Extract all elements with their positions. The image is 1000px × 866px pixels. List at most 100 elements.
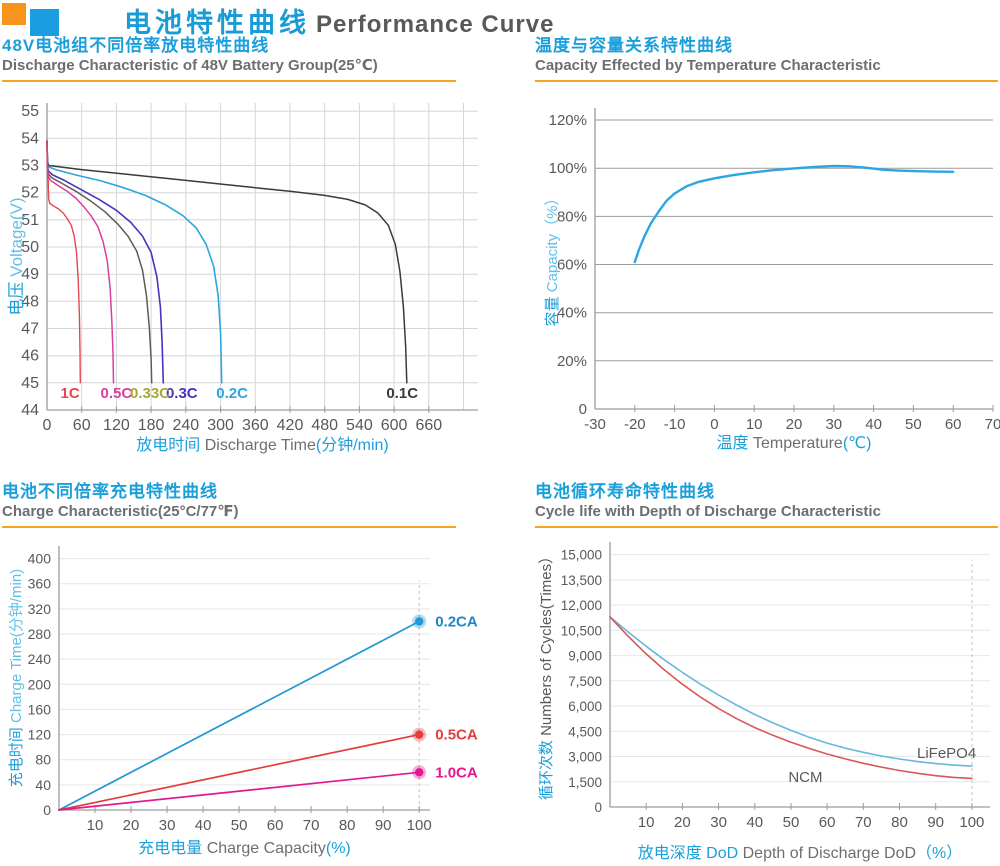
svg-text:54: 54 [21,130,39,147]
section-title-charge: 电池不同倍率充电特性曲线 Charge Characteristic(25°C/… [2,482,456,528]
page-header: 电池特性曲线 Performance Curve [0,0,1000,44]
svg-text:49: 49 [21,266,39,283]
svg-text:3,000: 3,000 [568,750,602,765]
svg-text:90: 90 [927,814,944,831]
svg-text:240: 240 [172,417,199,434]
svg-text:4,500: 4,500 [568,724,602,739]
svg-text:30: 30 [710,814,727,831]
section-title-zh: 48V电池组不同倍率放电特性曲线 [2,36,270,55]
svg-text:60: 60 [819,814,836,831]
svg-text:0: 0 [43,802,51,818]
svg-text:20: 20 [123,817,140,834]
page-title: 电池特性曲线 Performance Curve [124,1,554,40]
svg-text:0: 0 [579,401,587,418]
svg-text:50: 50 [783,814,800,831]
svg-text:0.1C: 0.1C [386,385,418,402]
svg-text:0: 0 [710,416,718,433]
page-title-zh: 电池特性曲线 [124,8,310,38]
svg-text:200: 200 [28,676,52,692]
svg-text:容量 Capacity（%）: 容量 Capacity（%） [544,191,561,327]
svg-text:30: 30 [825,416,842,433]
svg-text:40: 40 [195,817,212,834]
svg-text:60: 60 [73,417,91,434]
svg-text:13,500: 13,500 [561,573,602,588]
svg-text:46: 46 [21,348,39,365]
svg-text:80%: 80% [557,208,587,225]
svg-text:10: 10 [638,814,655,831]
svg-text:放电深度 DoD Depth of Discharge Do: 放电深度 DoD Depth of Discharge DoD（%） [638,844,963,862]
svg-text:60: 60 [945,416,962,433]
section-title-en: Discharge Characteristic of 48V Battery … [2,57,378,74]
svg-text:320: 320 [28,601,52,617]
temperature-capacity-chart: -30 -20 -10 0 10 20 30 40 50 60 70 0 20% 40% 60% 80% 100… [544,108,1000,452]
svg-text:0.5CA: 0.5CA [435,727,478,744]
svg-text:循环次数 Numbers of Cycles(Times）: 循环次数 Numbers of Cycles(Times） [538,549,555,800]
svg-text:温度 Temperature(℃): 温度 Temperature(℃) [717,434,872,452]
logo-square-orange-icon [2,3,26,25]
section-title-discharge: 48V电池组不同倍率放电特性曲线 Discharge Characteristi… [2,36,456,82]
svg-text:80: 80 [35,752,51,768]
svg-text:70: 70 [303,817,320,834]
page-title-en: Performance Curve [316,11,555,38]
section-title-en: Cycle life with Depth of Discharge Chara… [535,503,881,520]
svg-text:280: 280 [28,626,52,642]
svg-text:50: 50 [905,416,922,433]
svg-text:0.2C: 0.2C [216,385,248,402]
svg-text:120: 120 [28,727,52,743]
svg-text:20: 20 [674,814,691,831]
svg-text:20%: 20% [557,353,587,370]
svg-text:240: 240 [28,651,52,667]
svg-text:40%: 40% [557,305,587,322]
svg-text:-30: -30 [584,416,606,433]
svg-text:360: 360 [28,576,52,592]
svg-text:15,000: 15,000 [561,548,602,563]
svg-text:30: 30 [159,817,176,834]
svg-text:55: 55 [21,103,39,120]
section-title-cycle-life: 电池循环寿命特性曲线 Cycle life with Depth of Disc… [535,482,998,528]
svg-text:90: 90 [375,817,392,834]
svg-text:0.2CA: 0.2CA [435,613,478,630]
svg-text:100%: 100% [549,160,587,177]
svg-text:540: 540 [346,417,373,434]
svg-text:0.5C: 0.5C [101,385,133,402]
svg-text:10: 10 [87,817,104,834]
svg-text:100: 100 [407,817,432,834]
svg-text:180: 180 [138,417,165,434]
charge-chart: 10 20 30 40 50 60 70 80 90 100 0 40 80 120 160 200 240 28… [8,546,478,857]
svg-text:400: 400 [28,551,52,567]
section-title-en: Charge Characteristic(25°C/77℉) [2,503,239,520]
svg-text:20: 20 [786,416,803,433]
svg-text:0.3C: 0.3C [166,385,198,402]
svg-text:51: 51 [21,212,39,229]
svg-text:充电电量 Charge Capacity(%): 充电电量 Charge Capacity(%) [138,839,351,857]
svg-text:40: 40 [35,777,51,793]
svg-text:7,500: 7,500 [568,674,602,689]
logo-square-blue-icon [30,9,59,36]
svg-text:12,000: 12,000 [561,598,602,613]
svg-text:600: 600 [381,417,408,434]
svg-text:充电时间 Charge Time(分钟/min): 充电时间 Charge Time(分钟/min) [8,569,25,787]
svg-text:660: 660 [415,417,442,434]
svg-text:9,000: 9,000 [568,649,602,664]
section-title-en: Capacity Effected by Temperature Charact… [535,57,881,74]
svg-text:1,500: 1,500 [568,775,602,790]
svg-text:0: 0 [43,417,52,434]
svg-text:80: 80 [339,817,356,834]
svg-text:47: 47 [21,321,39,338]
svg-text:0: 0 [594,800,602,815]
svg-text:电压 Voltage(V): 电压 Voltage(V) [7,197,26,315]
svg-text:1C: 1C [61,385,80,402]
svg-text:100: 100 [959,814,984,831]
section-title-zh: 电池不同倍率充电特性曲线 [2,482,218,501]
svg-text:10,500: 10,500 [561,623,602,638]
svg-text:45: 45 [21,375,39,392]
svg-text:60%: 60% [557,257,587,274]
svg-text:53: 53 [21,158,39,175]
svg-text:40: 40 [865,416,882,433]
svg-text:80: 80 [891,814,908,831]
cycle-life-chart: 10 20 30 40 50 60 70 80 90 100 0 1,500 3,000 4,500 6,0… [538,542,990,862]
svg-text:360: 360 [242,417,269,434]
section-title-temperature: 温度与容量关系特性曲线 Capacity Effected by Tempera… [535,36,998,82]
svg-text:-10: -10 [664,416,686,433]
svg-text:70: 70 [985,416,1000,433]
